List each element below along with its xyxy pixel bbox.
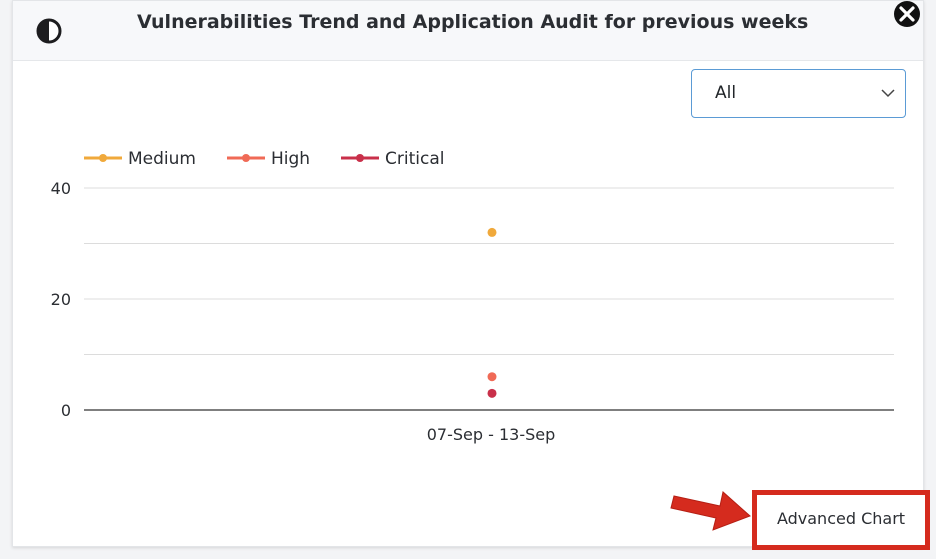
advanced-chart-highlight: Advanced Chart <box>752 490 930 550</box>
legend-marker <box>99 154 107 162</box>
data-point-medium[interactable] <box>487 227 497 237</box>
legend-label-critical[interactable]: Critical <box>385 149 444 169</box>
x-axis-ticks: 07-Sep - 13-Sep <box>427 425 556 444</box>
contrast-icon <box>36 18 62 44</box>
legend-label-medium[interactable]: Medium <box>128 149 196 169</box>
dialog-title: Vulnerabilities Trend and Application Au… <box>137 11 809 33</box>
y-tick-label: 20 <box>51 290 71 309</box>
chevron-down-icon <box>881 89 895 98</box>
dialog-header: Vulnerabilities Trend and Application Au… <box>13 1 923 61</box>
legend-label-high[interactable]: High <box>271 149 310 169</box>
x-tick-label: 07-Sep - 13-Sep <box>427 425 556 444</box>
y-tick-label: 40 <box>51 179 71 198</box>
chart-legend: Medium High Critical <box>84 149 444 169</box>
data-point-high[interactable] <box>487 372 497 382</box>
advanced-chart-link[interactable]: Advanced Chart <box>776 509 906 528</box>
chart-dialog: Vulnerabilities Trend and Application Au… <box>12 0 924 547</box>
y-axis-ticks: 0 20 40 <box>51 179 71 420</box>
chart-grid <box>84 187 894 411</box>
close-icon[interactable] <box>889 0 925 36</box>
week-filter-select[interactable]: All <box>691 69 906 118</box>
legend-marker <box>356 154 364 162</box>
data-point-critical[interactable] <box>487 388 497 398</box>
filter-selected-value: All <box>715 83 737 103</box>
chart-marks <box>487 227 497 398</box>
y-tick-label: 0 <box>61 401 71 420</box>
pointer-arrow-icon <box>670 491 751 531</box>
legend-marker <box>242 154 250 162</box>
